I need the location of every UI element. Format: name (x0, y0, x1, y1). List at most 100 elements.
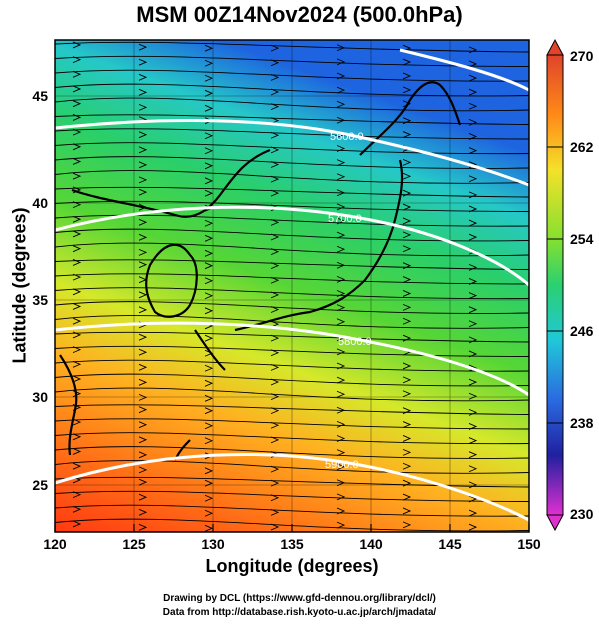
stream-arrow (336, 521, 346, 529)
y-tick-label: 40 (32, 195, 48, 211)
stream-arrow (336, 189, 346, 197)
stream-arrow (138, 261, 148, 269)
stream-arrow (468, 118, 478, 126)
stream-arrow (336, 261, 346, 269)
stream-arrow (270, 421, 280, 429)
stream-arrow (72, 520, 82, 528)
stream-arrow (270, 175, 280, 183)
streamline (55, 359, 529, 372)
x-tick-label: 140 (359, 536, 383, 552)
stream-arrow (336, 290, 346, 297)
streamline (55, 504, 529, 517)
stream-arrow (138, 161, 148, 169)
stream-arrow (204, 147, 214, 155)
stream-arrow (204, 59, 214, 67)
stream-arrow (204, 89, 214, 97)
stream-arrow (204, 189, 214, 197)
stream-arrow (72, 433, 82, 441)
y-tick-label: 35 (32, 292, 48, 308)
streamline (55, 200, 529, 212)
stream-arrow (336, 44, 346, 52)
streamline (55, 114, 529, 125)
stream-arrow (468, 292, 478, 299)
stream-arrow (138, 188, 148, 196)
stream-arrow (138, 218, 148, 226)
grid-lines (55, 40, 529, 532)
stream-arrow (138, 493, 148, 501)
streamline (55, 387, 529, 402)
stream-arrow (468, 278, 478, 285)
chart-title: MSM 00Z14Nov2024 (500.0hPa) (136, 2, 463, 27)
streamline (55, 97, 529, 112)
stream-arrow (204, 219, 214, 227)
streamline (55, 259, 529, 270)
stream-arrow (204, 292, 214, 300)
streamline (55, 228, 529, 242)
x-tick-label: 125 (122, 536, 146, 552)
streamline (55, 404, 529, 415)
stream-arrow (138, 363, 148, 371)
stream-arrow (402, 117, 412, 125)
streamline (55, 55, 529, 67)
stream-arrow (138, 478, 148, 486)
stream-arrow (402, 507, 412, 515)
coastlines (59, 81, 462, 461)
stream-arrow (138, 421, 148, 429)
stream-arrow (402, 493, 412, 501)
stream-arrow (402, 86, 412, 94)
stream-arrow (402, 276, 412, 283)
stream-arrow (468, 219, 478, 227)
streamline (55, 214, 529, 227)
stream-arrow (204, 422, 214, 430)
stream-arrow (336, 449, 346, 457)
contour-label-5600: 5600.0 (330, 131, 364, 143)
stream-arrow (402, 362, 412, 370)
stream-arrow (72, 114, 82, 121)
streamline (55, 128, 529, 140)
stream-arrow (72, 462, 82, 470)
y-axis-label: Latitude (degrees) (9, 207, 30, 364)
stream-arrow (270, 262, 280, 270)
stream-arrow (204, 277, 214, 285)
contour-label-5900: 5900.0 (325, 459, 359, 471)
x-tick-label: 130 (201, 536, 225, 552)
stream-arrow (72, 331, 82, 339)
stream-arrow (270, 465, 280, 473)
streamline (55, 69, 529, 82)
stream-arrow (138, 131, 148, 139)
streamline (55, 432, 529, 445)
stream-arrow (204, 307, 214, 315)
stream-arrow (270, 378, 280, 386)
stream-arrow (270, 407, 280, 415)
stream-arrow (72, 172, 82, 180)
streamline (55, 242, 529, 257)
stream-arrow (468, 74, 478, 82)
streamline (55, 331, 529, 343)
stream-arrow (402, 245, 412, 253)
stream-arrow (336, 435, 346, 442)
stream-arrow (138, 291, 148, 299)
stream-arrow (270, 131, 280, 139)
streamline (55, 170, 529, 184)
stream-arrow (204, 104, 214, 112)
streamline (55, 418, 529, 430)
stream-arrow (204, 234, 214, 242)
stream-arrow (336, 159, 346, 167)
stream-arrow (270, 436, 280, 444)
stream-arrow (468, 523, 478, 531)
stream-arrow (468, 133, 478, 140)
stream-arrow (468, 423, 478, 430)
stream-arrow (204, 44, 214, 52)
contour-label-5800: 5800.0 (338, 336, 372, 348)
streamline (55, 345, 529, 357)
y-tick-label: 30 (32, 389, 48, 405)
stream-arrow (72, 128, 82, 136)
stream-arrow (204, 467, 214, 475)
stream-arrow (468, 147, 478, 154)
stream-arrow (336, 116, 346, 124)
streamline (55, 460, 529, 474)
stream-arrow (270, 248, 280, 256)
contour-labels: 5600.0 5700.0 5800.0 5900.0 (325, 131, 372, 471)
streamline (55, 518, 529, 532)
stream-arrow (468, 451, 478, 459)
